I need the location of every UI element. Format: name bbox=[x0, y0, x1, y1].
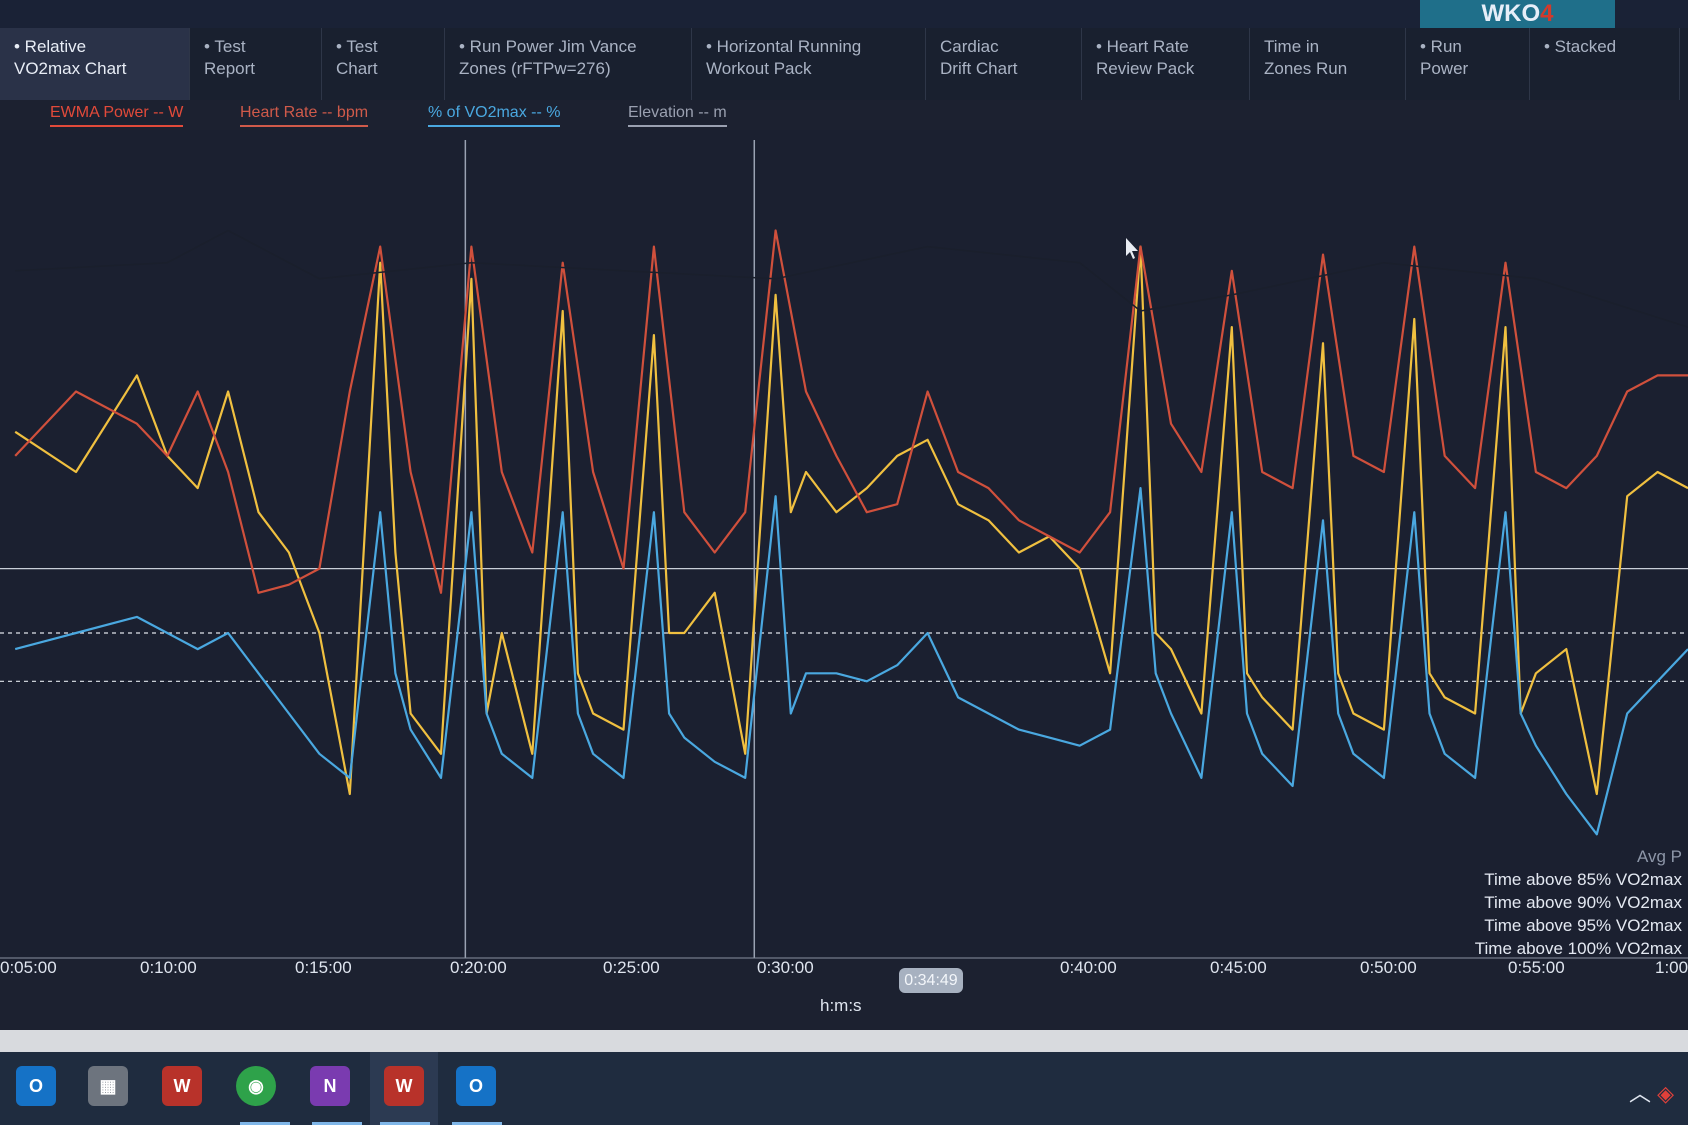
x-axis-unit: h:m:s bbox=[820, 996, 862, 1015]
logo-number: 4 bbox=[1540, 0, 1554, 27]
tab-7[interactable]: Time in Zones Run bbox=[1250, 28, 1406, 100]
tab-label-line2: Report bbox=[204, 59, 256, 78]
wko-icon[interactable]: W bbox=[162, 1066, 202, 1106]
onenote-icon[interactable]: N bbox=[310, 1066, 350, 1106]
calculator-icon[interactable]: ▦ bbox=[88, 1066, 128, 1106]
tab-label-line1: Cardiac bbox=[940, 37, 999, 56]
taskbar-underline-chrome bbox=[240, 1122, 290, 1125]
cursor-time-badge: 0:34:49 bbox=[899, 968, 963, 993]
tab-1[interactable]: • Test Report bbox=[190, 28, 322, 100]
chevron-up-icon[interactable]: ︿ bbox=[1628, 1081, 1651, 1106]
tab-3[interactable]: • Run Power Jim Vance Zones (rFTPw=276) bbox=[445, 28, 692, 100]
logo-text: WKO bbox=[1481, 0, 1541, 27]
acrobat-tray-icon[interactable]: ◈ bbox=[1657, 1081, 1674, 1106]
tab-8[interactable]: • Run Power bbox=[1406, 28, 1530, 100]
chart-tabs: • Relative VO2max Chart • Test Report • Test… bbox=[0, 28, 1688, 101]
tab-label-line1: • Relative bbox=[14, 37, 87, 56]
outlook-icon[interactable]: O bbox=[16, 1066, 56, 1106]
chart-legend: EWMA Power -- W Heart Rate -- bpm % of VO2… bbox=[0, 100, 1688, 130]
series-line-2 bbox=[14, 487, 1688, 836]
title-strip: WKO4 bbox=[0, 0, 1688, 28]
legend-item-1[interactable]: Heart Rate -- bpm bbox=[240, 104, 369, 127]
x-tick-label: 0:45:00 bbox=[1210, 958, 1267, 977]
tab-label-line2: Workout Pack bbox=[706, 59, 812, 78]
tab-5[interactable]: Cardiac Drift Chart bbox=[926, 28, 1082, 100]
tab-label-line1: • Test bbox=[204, 37, 246, 56]
chart-area[interactable] bbox=[0, 130, 1688, 1030]
x-tick-label: 0:50:00 bbox=[1360, 958, 1417, 977]
tab-label-line2: Zones Run bbox=[1264, 59, 1348, 78]
tab-label-line2: Power bbox=[1420, 59, 1469, 78]
tab-label-line2: Chart bbox=[336, 59, 378, 78]
taskbar-underline-wko bbox=[380, 1122, 430, 1125]
tab-label-line1: • Run Power Jim Vance bbox=[459, 37, 637, 56]
legend-item-0[interactable]: EWMA Power -- W bbox=[50, 104, 184, 127]
x-tick-label: 0:10:00 bbox=[140, 958, 197, 977]
tab-6[interactable]: • Heart Rate Review Pack bbox=[1082, 28, 1250, 100]
stat-line-85: Time above 85% VO2max bbox=[1484, 870, 1682, 889]
legend-item-2[interactable]: % of VO2max -- % bbox=[428, 104, 561, 127]
x-tick-label: 0:05:00 bbox=[0, 958, 57, 977]
x-tick-label: 0:55:00 bbox=[1508, 958, 1565, 977]
series-line-3 bbox=[15, 229, 1688, 328]
tab-2[interactable]: • Test Chart bbox=[322, 28, 445, 100]
stat-line-90: Time above 90% VO2max bbox=[1484, 893, 1682, 912]
tab-9[interactable]: • Stacked bbox=[1530, 28, 1680, 100]
x-tick-label: 1:00 bbox=[1655, 958, 1688, 977]
x-tick-label: 0:30:00 bbox=[757, 958, 814, 977]
series-line-0 bbox=[14, 245, 1688, 796]
x-tick-label: 0:20:00 bbox=[450, 958, 507, 977]
tab-label-line1: • Stacked bbox=[1544, 37, 1617, 56]
vo2max-stats: Avg P Time above 85% VO2max Time above 9… bbox=[1475, 845, 1688, 960]
wko-active-icon[interactable]: W bbox=[384, 1066, 424, 1106]
x-tick-label: 0:25:00 bbox=[603, 958, 660, 977]
tab-label-line2: Drift Chart bbox=[940, 59, 1018, 78]
chrome-icon[interactable]: ◉ bbox=[236, 1066, 276, 1106]
series-line-1 bbox=[14, 229, 1688, 594]
system-tray[interactable]: ︿ ◈ bbox=[1629, 1076, 1674, 1108]
tab-label-line1: Time in bbox=[1264, 37, 1320, 56]
tab-label-line1: • Heart Rate bbox=[1096, 37, 1189, 56]
wko-logo: WKO4 bbox=[1420, 0, 1615, 28]
tab-label-line2: Review Pack bbox=[1096, 59, 1195, 78]
stat-line-100: Time above 100% VO2max bbox=[1474, 939, 1682, 958]
tab-label-line1: • Horizontal Running bbox=[706, 37, 862, 56]
tab-0[interactable]: • Relative VO2max Chart bbox=[0, 28, 190, 100]
tab-label-line1: • Run bbox=[1420, 37, 1462, 56]
taskbar-underline-outlook bbox=[452, 1122, 502, 1125]
tab-label-line2: VO2max Chart bbox=[14, 59, 127, 78]
tab-4[interactable]: • Horizontal Running Workout Pack bbox=[692, 28, 926, 100]
x-tick-label: 0:15:00 bbox=[295, 958, 352, 977]
x-tick-label: 0:40:00 bbox=[1060, 958, 1117, 977]
window-bottom-edge bbox=[0, 1030, 1688, 1052]
avg-power-label: Avg P bbox=[1636, 847, 1682, 866]
tab-label-line2: Zones (rFTPw=276) bbox=[459, 59, 611, 78]
outlook-2-icon[interactable]: O bbox=[456, 1066, 496, 1106]
legend-item-3[interactable]: Elevation -- m bbox=[628, 104, 727, 127]
windows-taskbar: O ▦ W ◉ N W O ︿ ◈ bbox=[0, 1052, 1688, 1125]
taskbar-underline-onenote bbox=[312, 1122, 362, 1125]
mouse-pointer-icon bbox=[1126, 238, 1138, 259]
plot-background bbox=[0, 130, 1688, 960]
tab-label-line1: • Test bbox=[336, 37, 378, 56]
stat-line-95: Time above 95% VO2max bbox=[1484, 916, 1682, 935]
